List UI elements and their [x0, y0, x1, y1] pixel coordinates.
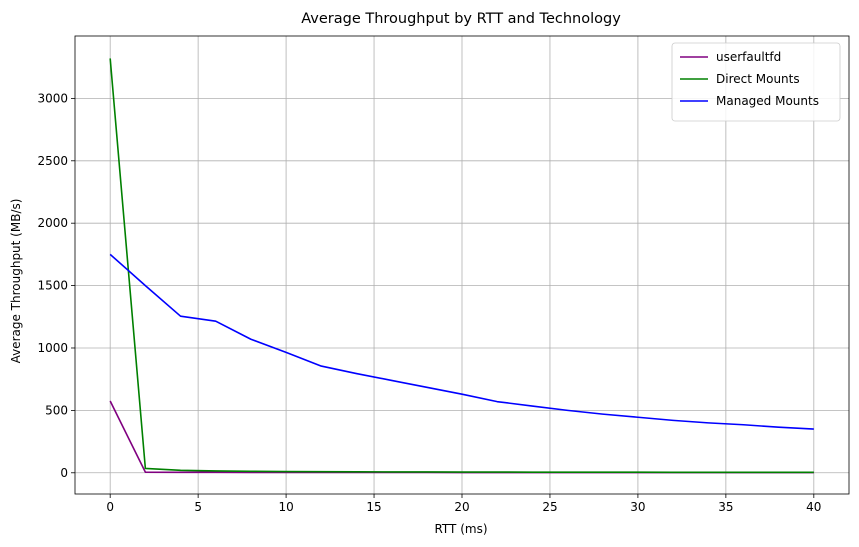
x-tick-label: 5	[194, 500, 202, 514]
legend-label-managed-mounts: Managed Mounts	[716, 94, 819, 108]
x-tick-label: 10	[278, 500, 293, 514]
axes	[71, 35, 850, 498]
x-tick-label: 30	[630, 500, 645, 514]
y-tick-label: 500	[45, 403, 68, 417]
series-line-direct-mounts	[109, 58, 814, 474]
series-lines	[109, 58, 814, 474]
y-tick-label: 1500	[37, 279, 68, 293]
x-tick-label: 20	[454, 500, 469, 514]
x-tick-label: 25	[542, 500, 557, 514]
x-tick-label: 40	[806, 500, 821, 514]
series-line-managed-mounts	[109, 253, 814, 430]
plot-frame	[74, 35, 850, 495]
x-tick-label: 35	[718, 500, 733, 514]
legend: userfaultfd Direct Mounts Managed Mounts	[671, 42, 841, 122]
legend-label-direct-mounts: Direct Mounts	[716, 72, 800, 86]
x-tick-label: 15	[366, 500, 381, 514]
chart-title: Average Throughput by RTT and Technology	[301, 11, 621, 27]
y-tick-label: 2500	[37, 154, 68, 168]
legend-label-userfaultfd: userfaultfd	[716, 50, 781, 64]
y-tick-label: 2000	[37, 216, 68, 230]
y-axis-label: Average Throughput (MB/s)	[9, 199, 23, 364]
y-tick-label: 3000	[37, 91, 68, 105]
x-axis-label: RTT (ms)	[434, 522, 487, 536]
legend-box	[671, 42, 841, 122]
y-tick-label: 1000	[37, 341, 68, 355]
x-tick-label: 0	[106, 500, 114, 514]
y-tick-label: 0	[60, 466, 68, 480]
tick-labels: 0 5 10 15 20 25 30 35 40 0 500 1000 1500 2000 2500 3000	[37, 91, 821, 514]
